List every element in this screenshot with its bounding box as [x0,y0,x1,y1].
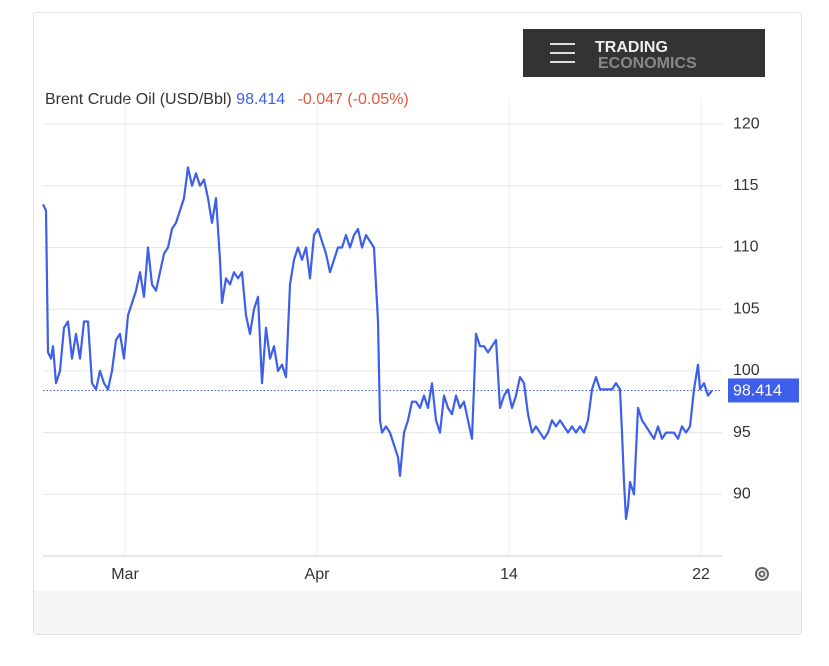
x-tick-label: Mar [111,566,139,583]
y-tick-label: 90 [733,486,751,503]
last-price-badge [728,378,799,403]
last-value: 98.414 [236,91,285,108]
settings-icon[interactable] [755,567,769,581]
price-line [42,166,713,521]
chart-title: Brent Crude Oil (USD/Bbl) [45,91,232,108]
logo-text: TRADING [595,39,668,56]
last-price-label: 98.414 [733,383,782,400]
x-tick-label: 14 [500,566,518,583]
footer-bar [34,591,801,634]
y-tick-label: 105 [733,300,760,317]
legend: Brent Crude Oil (USD/Bbl) 98.414 -0.047 … [45,91,409,108]
x-tick-label: 22 [692,566,710,583]
change: -0.047 [298,91,343,108]
x-tick-label: Apr [305,566,331,583]
logo-text: ECONOMICS [598,55,697,72]
change-pct: (-0.05%) [347,91,408,108]
y-tick-label: 95 [733,424,751,441]
y-tick-label: 100 [733,362,760,379]
menu-icon[interactable] [550,43,575,63]
y-tick-label: 120 [733,115,760,132]
card [33,12,802,635]
y-tick-label: 110 [733,239,759,256]
y-tick-label: 115 [733,177,759,194]
